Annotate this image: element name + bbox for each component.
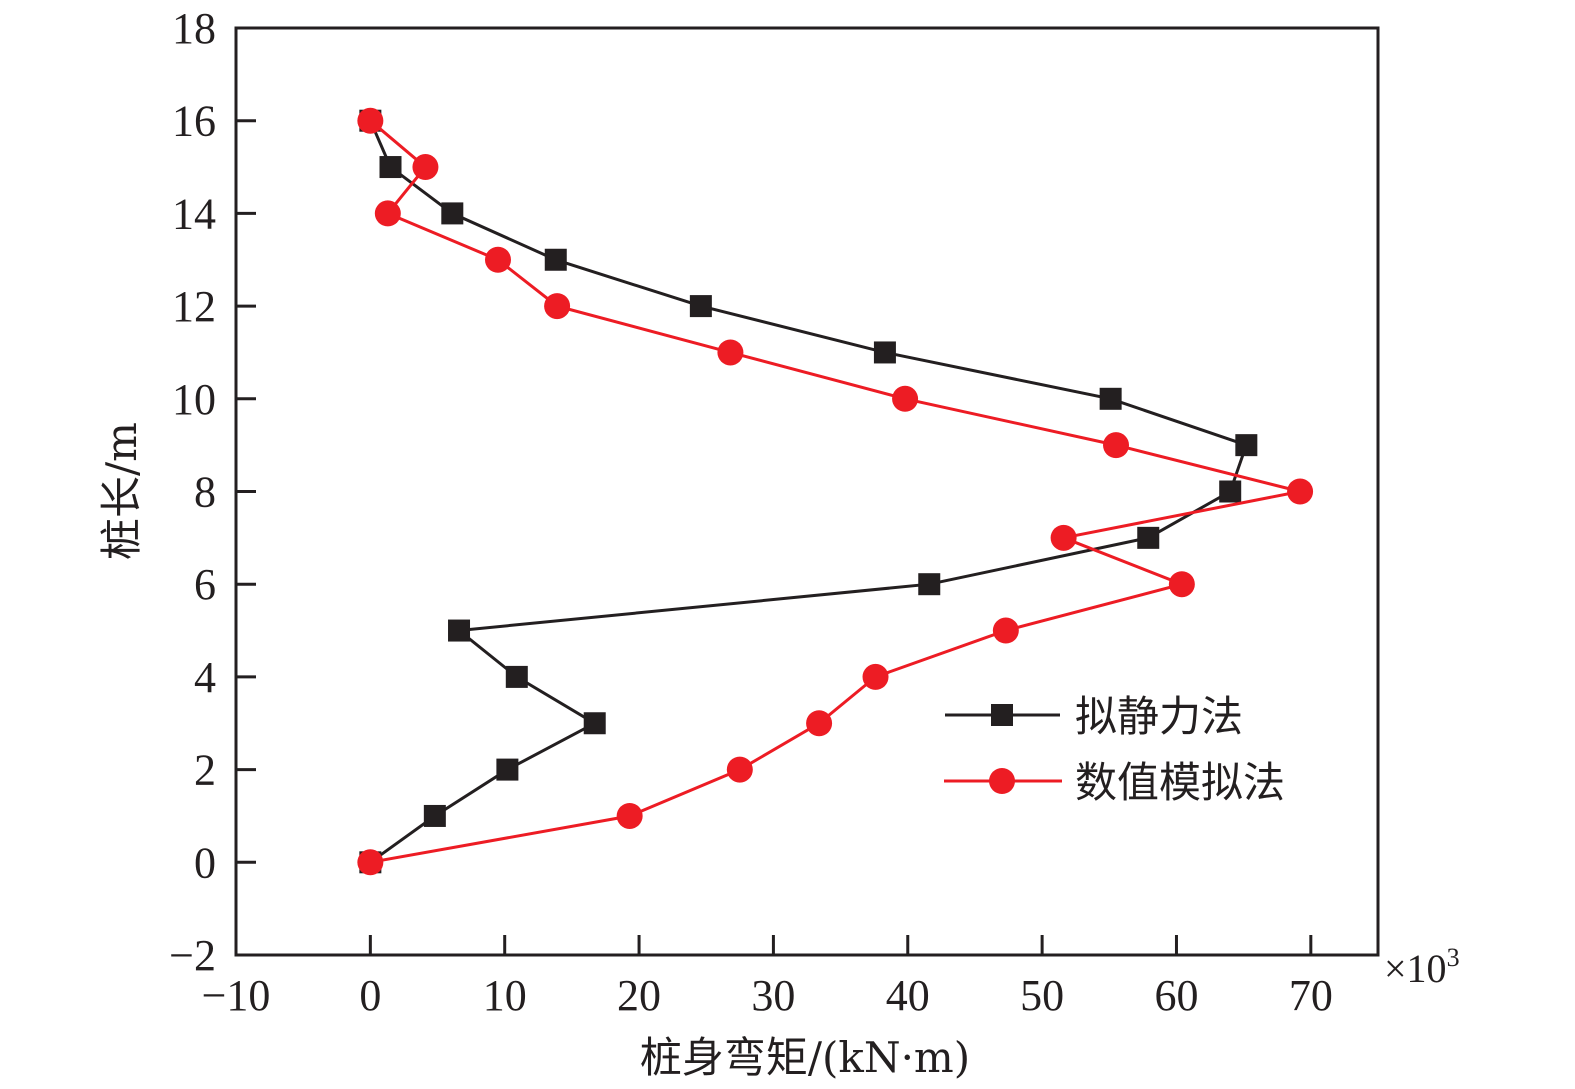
- series-quasi-static: [359, 109, 1258, 874]
- y-tick-label: 0: [194, 838, 216, 887]
- data-point-circle: [892, 385, 919, 412]
- y-tick-label: 10: [172, 375, 216, 424]
- data-point-square: [873, 341, 896, 364]
- legend-item-numerical: 数值模拟法: [944, 758, 1285, 807]
- x-tick-label: 10: [483, 971, 527, 1020]
- x-multiplier-exponent: 3: [1447, 943, 1460, 972]
- y-tick-label: 8: [194, 468, 216, 517]
- x-tick-label: 60: [1154, 971, 1198, 1020]
- data-point-square: [583, 712, 606, 735]
- x-tick-label: 30: [751, 971, 795, 1020]
- data-point-square: [441, 202, 464, 225]
- data-point-circle: [616, 802, 643, 829]
- series-line: [369, 119, 1301, 864]
- y-tick-label: 14: [172, 189, 216, 238]
- data-point-square: [496, 758, 519, 781]
- x-tick-label: 70: [1289, 971, 1333, 1020]
- data-point-square: [689, 295, 712, 318]
- plot-frame: [234, 26, 1380, 957]
- series-line: [369, 120, 1249, 864]
- data-point-square: [505, 665, 528, 688]
- data-point-circle: [1103, 432, 1130, 459]
- data-point-square: [918, 573, 941, 596]
- data-point-circle: [484, 246, 511, 273]
- data-point-circle: [1050, 524, 1077, 551]
- data-point-square: [544, 248, 567, 271]
- x-multiplier-base: ×10: [1384, 946, 1447, 991]
- data-point-circle: [1287, 478, 1314, 505]
- data-point-circle: [717, 339, 744, 366]
- y-tick-label: 18: [172, 4, 216, 53]
- y-tick-label: 12: [172, 282, 216, 331]
- legend-marker-circle: [989, 768, 1015, 794]
- x-tick-label: 20: [617, 971, 661, 1020]
- x-tick-label: 40: [886, 971, 930, 1020]
- y-tick-label: 6: [194, 560, 216, 609]
- y-axis-ticks: −2 0 2 4 6 8 10 12 14 16 18: [169, 4, 256, 980]
- data-point-square: [448, 619, 471, 642]
- x-axis-ticks: −10 0 10 20 30 40 50 60 70: [202, 935, 1333, 1020]
- data-point-circle: [544, 293, 571, 320]
- y-tick-label: −2: [169, 931, 216, 980]
- x-multiplier: ×103: [1384, 943, 1460, 991]
- data-point-circle: [862, 663, 889, 690]
- x-tick-label: 50: [1020, 971, 1064, 1020]
- data-point-circle: [357, 107, 384, 134]
- data-point-circle: [357, 849, 384, 876]
- legend-item-quasi-static: 拟静力法: [945, 692, 1243, 741]
- series-numerical: [357, 107, 1314, 876]
- x-tick-label: 0: [359, 971, 381, 1020]
- data-point-square: [1219, 480, 1242, 503]
- data-point-square: [1235, 434, 1258, 457]
- data-point-circle: [992, 617, 1019, 644]
- data-point-circle: [1168, 571, 1195, 598]
- x-tick-label: −10: [202, 971, 271, 1020]
- y-tick-label: 4: [194, 653, 216, 702]
- legend-marker-square: [991, 704, 1013, 726]
- data-point-circle: [374, 200, 401, 227]
- y-axis-title: 桩长/m: [97, 422, 146, 560]
- y-tick-label: 16: [172, 97, 216, 146]
- y-tick-label: 2: [194, 746, 216, 795]
- data-point-square: [379, 156, 402, 179]
- data-point-circle: [726, 756, 753, 783]
- data-point-square: [1137, 526, 1160, 549]
- x-axis-title: 桩身弯矩/(kN·m): [640, 1033, 970, 1082]
- data-point-square: [423, 804, 446, 827]
- legend-label-quasi-static: 拟静力法: [1075, 692, 1243, 741]
- data-point-circle: [412, 154, 439, 181]
- legend: 拟静力法 数值模拟法: [944, 692, 1285, 807]
- series-layer: [357, 107, 1314, 876]
- data-point-square: [1099, 387, 1122, 410]
- data-point-circle: [806, 710, 833, 737]
- legend-label-numerical: 数值模拟法: [1075, 758, 1285, 807]
